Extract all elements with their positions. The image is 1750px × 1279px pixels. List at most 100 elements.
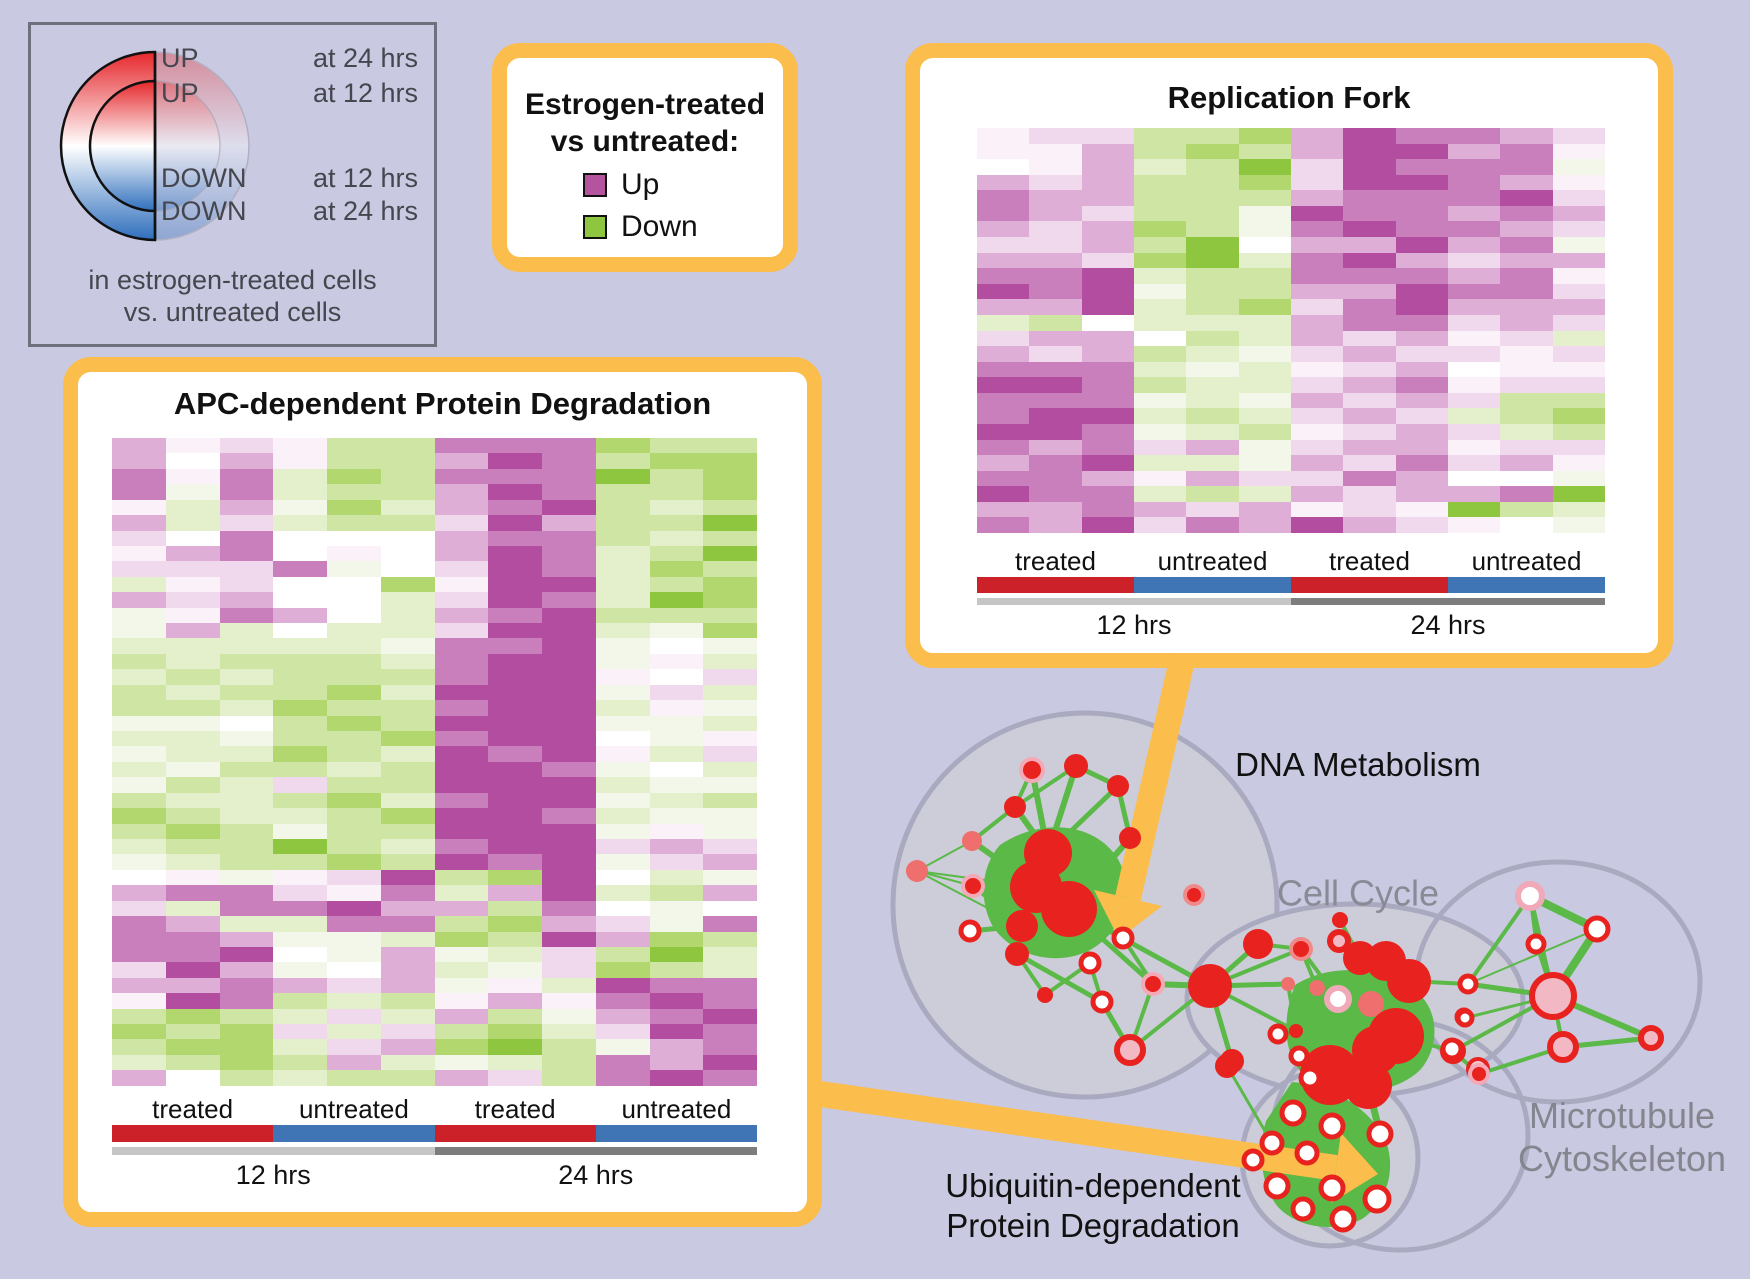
heatmap-row	[977, 252, 1605, 269]
heatmap-row	[112, 438, 757, 454]
heatmap-row	[112, 1070, 757, 1086]
down-label: Down	[621, 210, 698, 243]
group-label: treated	[152, 1094, 234, 1124]
group-label: 12 hrs	[235, 1160, 311, 1190]
dna-metabolism-label: DNA Metabolism	[1235, 746, 1481, 783]
group-label: untreated	[298, 1094, 409, 1124]
group-label: treated	[1015, 546, 1096, 576]
heatmap-row	[977, 455, 1605, 471]
heatmap-row	[112, 946, 757, 963]
group-label: treated	[1329, 546, 1410, 576]
heatmap-row	[977, 439, 1605, 456]
group-label: 24 hrs	[1410, 610, 1486, 640]
heatmap-row	[977, 174, 1605, 191]
at-12hrs-top-label: at 12 hrs	[312, 78, 418, 108]
heatmap-row	[112, 746, 757, 762]
apc-group-labels: treated untreated treated untreated	[112, 1094, 757, 1125]
heatmap-row	[977, 299, 1605, 315]
replication-treatment-bar	[977, 577, 1605, 593]
heatmap-row	[977, 143, 1605, 160]
heatmap-row	[977, 517, 1605, 534]
heatmap-row	[112, 499, 757, 516]
group-label: treated	[474, 1094, 556, 1124]
heatmap-row	[112, 792, 757, 809]
group-label: 24 hrs	[558, 1160, 634, 1190]
heatmap-row	[112, 1039, 757, 1055]
heatmap-row	[112, 576, 757, 593]
ring-caption-line2: vs. untreated cells	[123, 297, 342, 327]
heatmap-row	[112, 1054, 757, 1071]
heatmap-row	[112, 623, 757, 639]
heatmap-row	[112, 823, 757, 839]
replication-fork-heatmap	[977, 128, 1605, 534]
heatmap-row	[977, 392, 1605, 409]
heatmap-row	[112, 561, 757, 577]
replication-hrs-labels: 12 hrs 24 hrs	[977, 610, 1605, 641]
down-24-label: DOWN	[161, 196, 247, 226]
heatmap-row	[977, 283, 1605, 300]
down-color-swatch	[583, 215, 607, 239]
apc-heatmap	[112, 438, 757, 1086]
heatmap-row	[977, 501, 1605, 518]
apc-title: APC-dependent Protein Degradation	[173, 386, 712, 421]
at-12hrs-bottom-label: at 12 hrs	[312, 163, 418, 193]
ring-legend-box: UP UP DOWN DOWN at 24 hrs at 12 hrs at 1…	[28, 22, 437, 347]
heatmap-row	[112, 731, 757, 747]
group-label: untreated	[1471, 546, 1582, 576]
up-12-label: UP	[161, 78, 199, 108]
heatmap-row	[112, 777, 757, 793]
heatmap-row	[112, 1024, 757, 1040]
heatmap-row	[977, 190, 1605, 206]
heatmap-row	[112, 515, 757, 531]
estrogen-legend-title-line2: vs untreated:	[550, 125, 740, 158]
ubiquitin-degradation-label: Ubiquitin-dependent Protein Degradation	[945, 1167, 1241, 1244]
heatmap-row	[112, 977, 757, 994]
heatmap-row	[977, 159, 1605, 175]
heatmap-row	[112, 885, 757, 901]
legend-row-down: Down	[507, 210, 783, 244]
heatmap-row	[977, 423, 1605, 440]
heatmap-row	[977, 470, 1605, 487]
heatmap-row	[112, 530, 757, 546]
heatmap-row	[112, 468, 757, 485]
replication-time-bar	[977, 598, 1605, 605]
down-12-label: DOWN	[161, 163, 247, 193]
apc-time-bar	[112, 1147, 757, 1155]
heatmap-row	[112, 869, 757, 886]
replication-fork-title: Replication Fork	[1167, 80, 1411, 115]
heatmap-row	[112, 854, 757, 870]
legend-row-up: Up	[507, 168, 783, 202]
heatmap-row	[112, 700, 757, 716]
heatmap-row	[112, 761, 757, 778]
heatmap-row	[977, 221, 1605, 238]
up-24-label: UP	[161, 43, 199, 73]
group-label: untreated	[621, 1094, 732, 1124]
replication-group-labels: treated untreated treated untreated	[977, 546, 1605, 577]
heatmap-row	[112, 900, 757, 917]
heatmap-row	[977, 486, 1605, 502]
heatmap-row	[977, 408, 1605, 424]
up-color-swatch	[583, 173, 607, 197]
estrogen-legend-title: Estrogen-treated vs untreated:	[507, 58, 783, 160]
heatmap-row	[977, 361, 1605, 378]
apc-hrs-labels: 12 hrs 24 hrs	[112, 1160, 757, 1191]
apc-panel: APC-dependent Protein Degradation treate…	[63, 357, 822, 1227]
heatmap-row	[977, 268, 1605, 284]
at-24hrs-bottom-label: at 24 hrs	[312, 196, 418, 226]
apc-treatment-bar	[112, 1125, 757, 1142]
heatmap-row	[112, 638, 757, 654]
ring-caption-line1: in estrogen-treated cells	[88, 265, 377, 295]
heatmap-row	[112, 916, 757, 932]
microtubule-cytoskeleton-label: Microtubule Cytoskeleton	[1517, 1095, 1727, 1179]
up-down-ring-graphic	[59, 50, 250, 242]
heatmap-row	[977, 377, 1605, 393]
heatmap-row	[112, 993, 757, 1009]
heatmap-row	[112, 808, 757, 824]
heatmap-row	[977, 128, 1605, 144]
heatmap-row	[112, 592, 757, 608]
heatmap-row	[977, 346, 1605, 362]
heatmap-row	[977, 237, 1605, 253]
estrogen-color-legend: Estrogen-treated vs untreated: Up Down	[492, 43, 798, 272]
heatmap-row	[112, 838, 757, 855]
group-label: untreated	[1157, 546, 1268, 576]
